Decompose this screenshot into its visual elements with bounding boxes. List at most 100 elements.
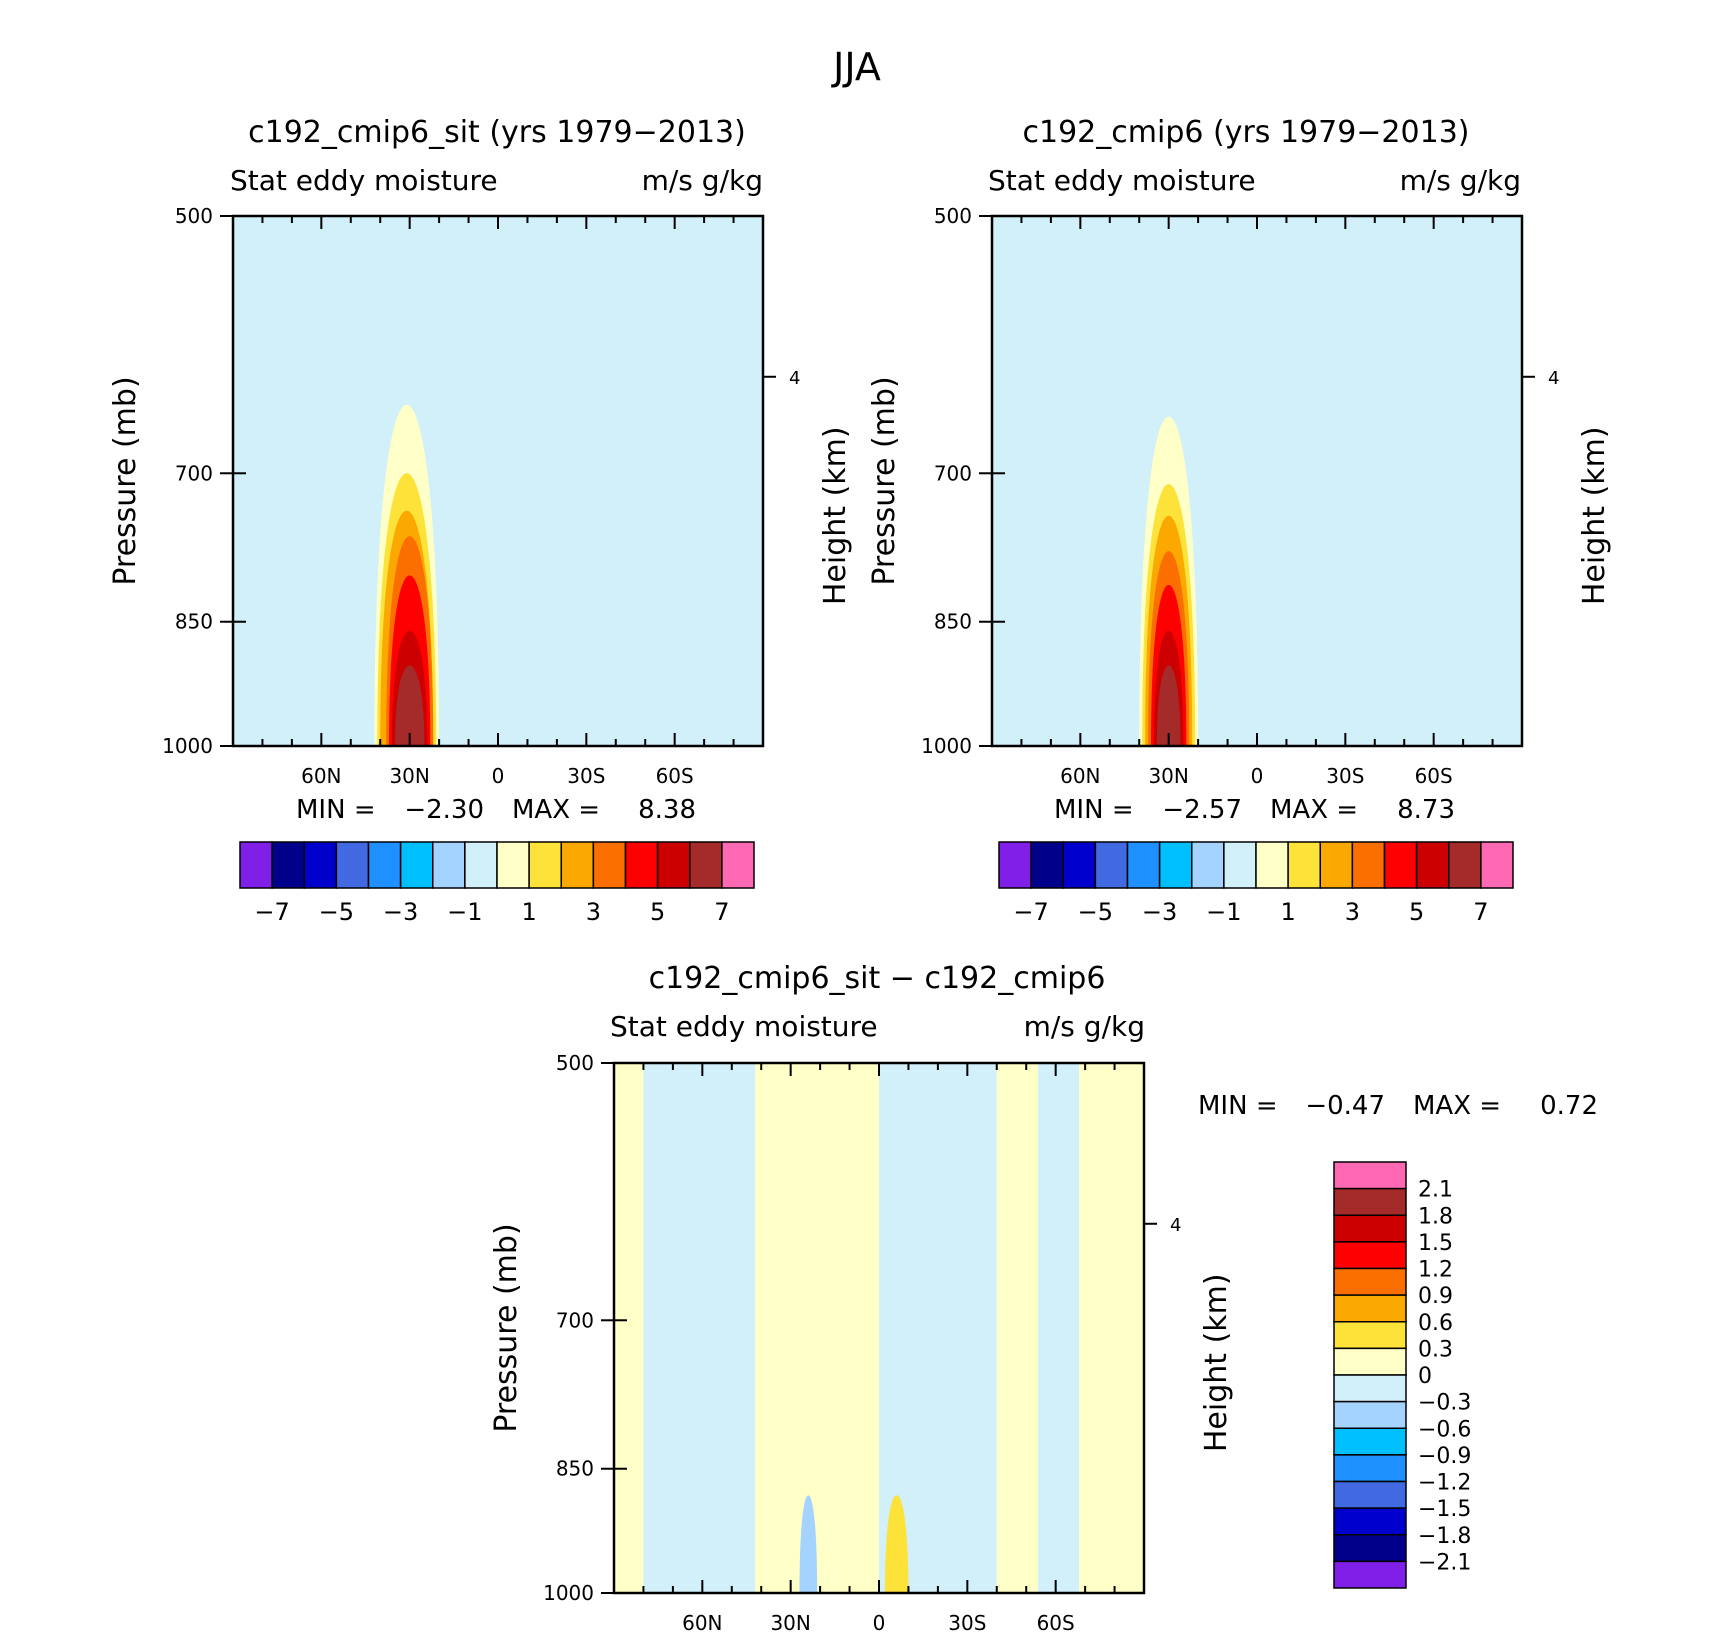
x-tick-label: 0 bbox=[1251, 764, 1264, 788]
y-tick-label: 500 bbox=[175, 204, 213, 228]
colorbar-label: −0.9 bbox=[1418, 1444, 1471, 1469]
min-label: MIN = bbox=[296, 795, 376, 825]
colorbar-box bbox=[1030, 841, 1064, 889]
colorbar-box bbox=[1287, 841, 1321, 889]
colorbar-label: −0.3 bbox=[1418, 1391, 1471, 1416]
y-tick-label: 1000 bbox=[543, 1581, 594, 1605]
colorbar-box bbox=[1333, 1241, 1407, 1270]
colorbar-label: −7 bbox=[1013, 898, 1048, 926]
colorbar-box bbox=[560, 841, 595, 889]
contour-band bbox=[745, 417, 763, 746]
x-tick-label: 0 bbox=[873, 1611, 886, 1635]
contour-band bbox=[698, 216, 710, 481]
colorbar-label: 0.3 bbox=[1418, 1337, 1453, 1362]
colorbar-box bbox=[1333, 1214, 1407, 1243]
y-tick-label: 700 bbox=[175, 461, 213, 485]
x-tick-label: 60N bbox=[301, 764, 341, 788]
figure-title: JJA bbox=[831, 45, 881, 89]
colorbar-box bbox=[1333, 1507, 1407, 1536]
contour-region bbox=[474, 594, 510, 746]
y-tick-label: 700 bbox=[934, 461, 972, 485]
y-tick-label: 700 bbox=[556, 1308, 594, 1332]
y2-axis-title: Height (km) bbox=[818, 426, 853, 605]
y-tick-label: 500 bbox=[934, 204, 972, 228]
y-tick-label: 850 bbox=[556, 1457, 594, 1481]
panel-diff: c192_cmip6_sit − c192_cmip6 Stat eddy mo… bbox=[489, 961, 1598, 1635]
colorbar-label: −3 bbox=[1142, 898, 1177, 926]
y2-tick-label: 4 bbox=[1548, 368, 1559, 389]
colorbar-box bbox=[496, 841, 530, 889]
colorbar-box bbox=[1480, 841, 1514, 889]
panel-title: c192_cmip6 (yrs 1979−2013) bbox=[1023, 115, 1470, 150]
colorbar-box bbox=[1383, 841, 1418, 889]
units-label: m/s g/kg bbox=[1024, 1010, 1145, 1043]
contour-band bbox=[233, 216, 498, 746]
y-axis-title: Pressure (mb) bbox=[489, 1223, 524, 1432]
x-tick-label: 0 bbox=[492, 764, 505, 788]
colorbar-box bbox=[335, 841, 370, 889]
colorbar-label: 1.5 bbox=[1418, 1231, 1453, 1256]
colorbar-box bbox=[1333, 1294, 1407, 1323]
colorbar-label: 0 bbox=[1418, 1364, 1432, 1389]
colorbar-label: −1.5 bbox=[1418, 1497, 1471, 1522]
colorbar-label: −1 bbox=[1206, 898, 1241, 926]
max-value: 8.38 bbox=[638, 795, 696, 825]
max-value: 0.72 bbox=[1540, 1091, 1598, 1121]
colorbar-box bbox=[367, 841, 402, 889]
colorbar-label: 1 bbox=[1280, 898, 1295, 926]
colorbar-label: 7 bbox=[714, 898, 729, 926]
min-value: −0.47 bbox=[1305, 1091, 1385, 1121]
x-tick-label: 60N bbox=[682, 1611, 722, 1635]
colorbar-label: 1 bbox=[521, 898, 536, 926]
colorbar-box bbox=[1333, 1534, 1407, 1563]
colorbar-box bbox=[239, 841, 273, 889]
contour-region bbox=[799, 1495, 818, 1593]
x-tick-label: 30S bbox=[948, 1611, 986, 1635]
contour-band bbox=[1062, 228, 1093, 746]
colorbar-label: 3 bbox=[586, 898, 601, 926]
colorbar-box bbox=[624, 841, 659, 889]
x-tick-label: 30S bbox=[1326, 764, 1364, 788]
x-tick-label: 60S bbox=[656, 764, 694, 788]
x-tick-label: 60N bbox=[1060, 764, 1100, 788]
x-tick-label: 60S bbox=[1037, 1611, 1075, 1635]
colorbar: −7 −5 −3 −1 1 3 5 7 bbox=[239, 841, 755, 926]
colorbar-label: −1.2 bbox=[1418, 1471, 1471, 1496]
colorbar-box bbox=[1191, 841, 1225, 889]
x-tick-label: 30N bbox=[1148, 764, 1188, 788]
colorbar-label: 3 bbox=[1345, 898, 1360, 926]
colorbar-box bbox=[1333, 1427, 1407, 1456]
plot-area: 60N 30N 0 30S 60S 500 700 850 1000 4 Pressure (mb)… bbox=[489, 1051, 1234, 1635]
min-value: −2.57 bbox=[1162, 795, 1242, 825]
colorbar-box bbox=[1333, 1267, 1407, 1296]
y-tick-label: 1000 bbox=[921, 734, 972, 758]
colorbar-label: −1.8 bbox=[1418, 1524, 1471, 1549]
colorbar-box bbox=[1351, 841, 1386, 889]
colorbar-label: 0.9 bbox=[1418, 1284, 1453, 1309]
colorbar-box bbox=[432, 841, 466, 889]
colorbar-box bbox=[1223, 841, 1257, 889]
colorbar-box bbox=[1094, 841, 1129, 889]
min-label: MIN = bbox=[1054, 795, 1134, 825]
colorbar-label: 0.6 bbox=[1418, 1311, 1453, 1336]
y-axis-title: Pressure (mb) bbox=[108, 376, 143, 585]
colorbar: 2.11.81.51.20.90.60.30−0.3−0.6−0.9−1.2−1… bbox=[1333, 1161, 1471, 1589]
x-tick-label: 60S bbox=[1415, 764, 1453, 788]
y2-axis-title: Height (km) bbox=[1577, 426, 1612, 605]
panel-title: c192_cmip6_sit − c192_cmip6 bbox=[649, 961, 1106, 996]
y2-tick-label: 4 bbox=[789, 368, 800, 389]
colorbar-label: 5 bbox=[1409, 898, 1424, 926]
variable-label: Stat eddy moisture bbox=[988, 164, 1256, 197]
y-axis-title: Pressure (mb) bbox=[867, 376, 902, 585]
colorbar-box bbox=[1333, 1161, 1407, 1190]
contour-band bbox=[614, 1063, 644, 1593]
max-label: MAX = bbox=[1413, 1091, 1501, 1121]
plot-area: 60N 30N 0 30S 60S 500 700 850 1000 4 Pressure (mb)… bbox=[867, 204, 1612, 788]
colorbar-box bbox=[721, 841, 755, 889]
colorbar-box bbox=[528, 841, 562, 889]
colorbar-box bbox=[1062, 841, 1097, 889]
variable-label: Stat eddy moisture bbox=[610, 1010, 878, 1043]
max-value: 8.73 bbox=[1397, 795, 1455, 825]
contour-band bbox=[1504, 417, 1522, 746]
contour-band bbox=[992, 216, 1257, 746]
